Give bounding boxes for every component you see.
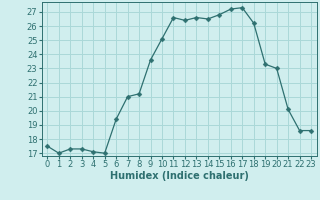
X-axis label: Humidex (Indice chaleur): Humidex (Indice chaleur) [110, 171, 249, 181]
